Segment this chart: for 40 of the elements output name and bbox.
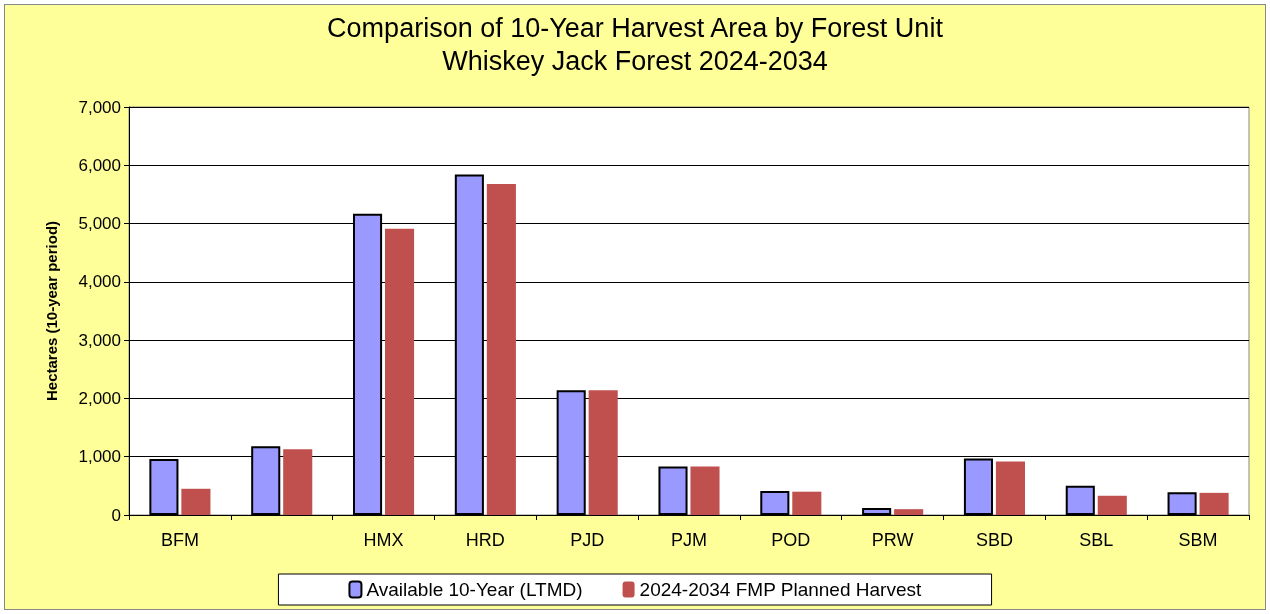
bar	[283, 449, 313, 515]
y-tick-label: 1,000	[78, 447, 121, 467]
legend-label: 2024-2034 FMP Planned Harvest	[639, 579, 922, 600]
chart-title: Comparison of 10-Year Harvest Area by Forest Unit	[327, 12, 944, 43]
bar	[1167, 492, 1197, 515]
y-tick-label: 6,000	[78, 155, 121, 175]
y-tick-label: 3,000	[78, 330, 121, 350]
x-tick-label: HMX	[363, 530, 404, 550]
bar	[760, 491, 790, 515]
bar	[792, 491, 822, 515]
y-tick-label: 4,000	[78, 272, 121, 292]
y-tick-label: 0	[111, 505, 121, 525]
x-tick-label: SBM	[1178, 530, 1218, 550]
x-tick-label: HRD	[465, 530, 505, 550]
y-tick-label: 2,000	[78, 388, 121, 408]
y-tick-label: 7,000	[78, 97, 121, 117]
x-tick-label: PRW	[871, 530, 914, 550]
bar	[1199, 492, 1229, 515]
x-tick-label: SBL	[1079, 530, 1114, 550]
bar	[894, 509, 924, 515]
bar	[658, 466, 688, 515]
y-tick-label: 5,000	[78, 214, 121, 234]
bar	[1065, 485, 1095, 515]
bar	[181, 488, 211, 515]
y-axis-title: Hectares (10-year period)	[43, 220, 60, 402]
x-tick-label: PJM	[671, 530, 707, 550]
x-tick-label: SBD	[975, 530, 1013, 550]
bar	[690, 466, 720, 515]
x-tick-label: BFM	[160, 530, 199, 550]
bar	[1097, 495, 1127, 515]
chart-subtitle: Whiskey Jack Forest 2024-2034	[442, 45, 828, 76]
bar	[862, 508, 892, 515]
x-tick-label: PJD	[570, 530, 605, 550]
bar	[385, 228, 415, 515]
legend-label: Available 10-Year (LTMD)	[366, 579, 583, 600]
bar	[149, 459, 179, 515]
x-tick-label: POD	[771, 530, 811, 550]
bar	[995, 461, 1025, 515]
bar	[486, 183, 516, 515]
bar	[588, 390, 618, 515]
